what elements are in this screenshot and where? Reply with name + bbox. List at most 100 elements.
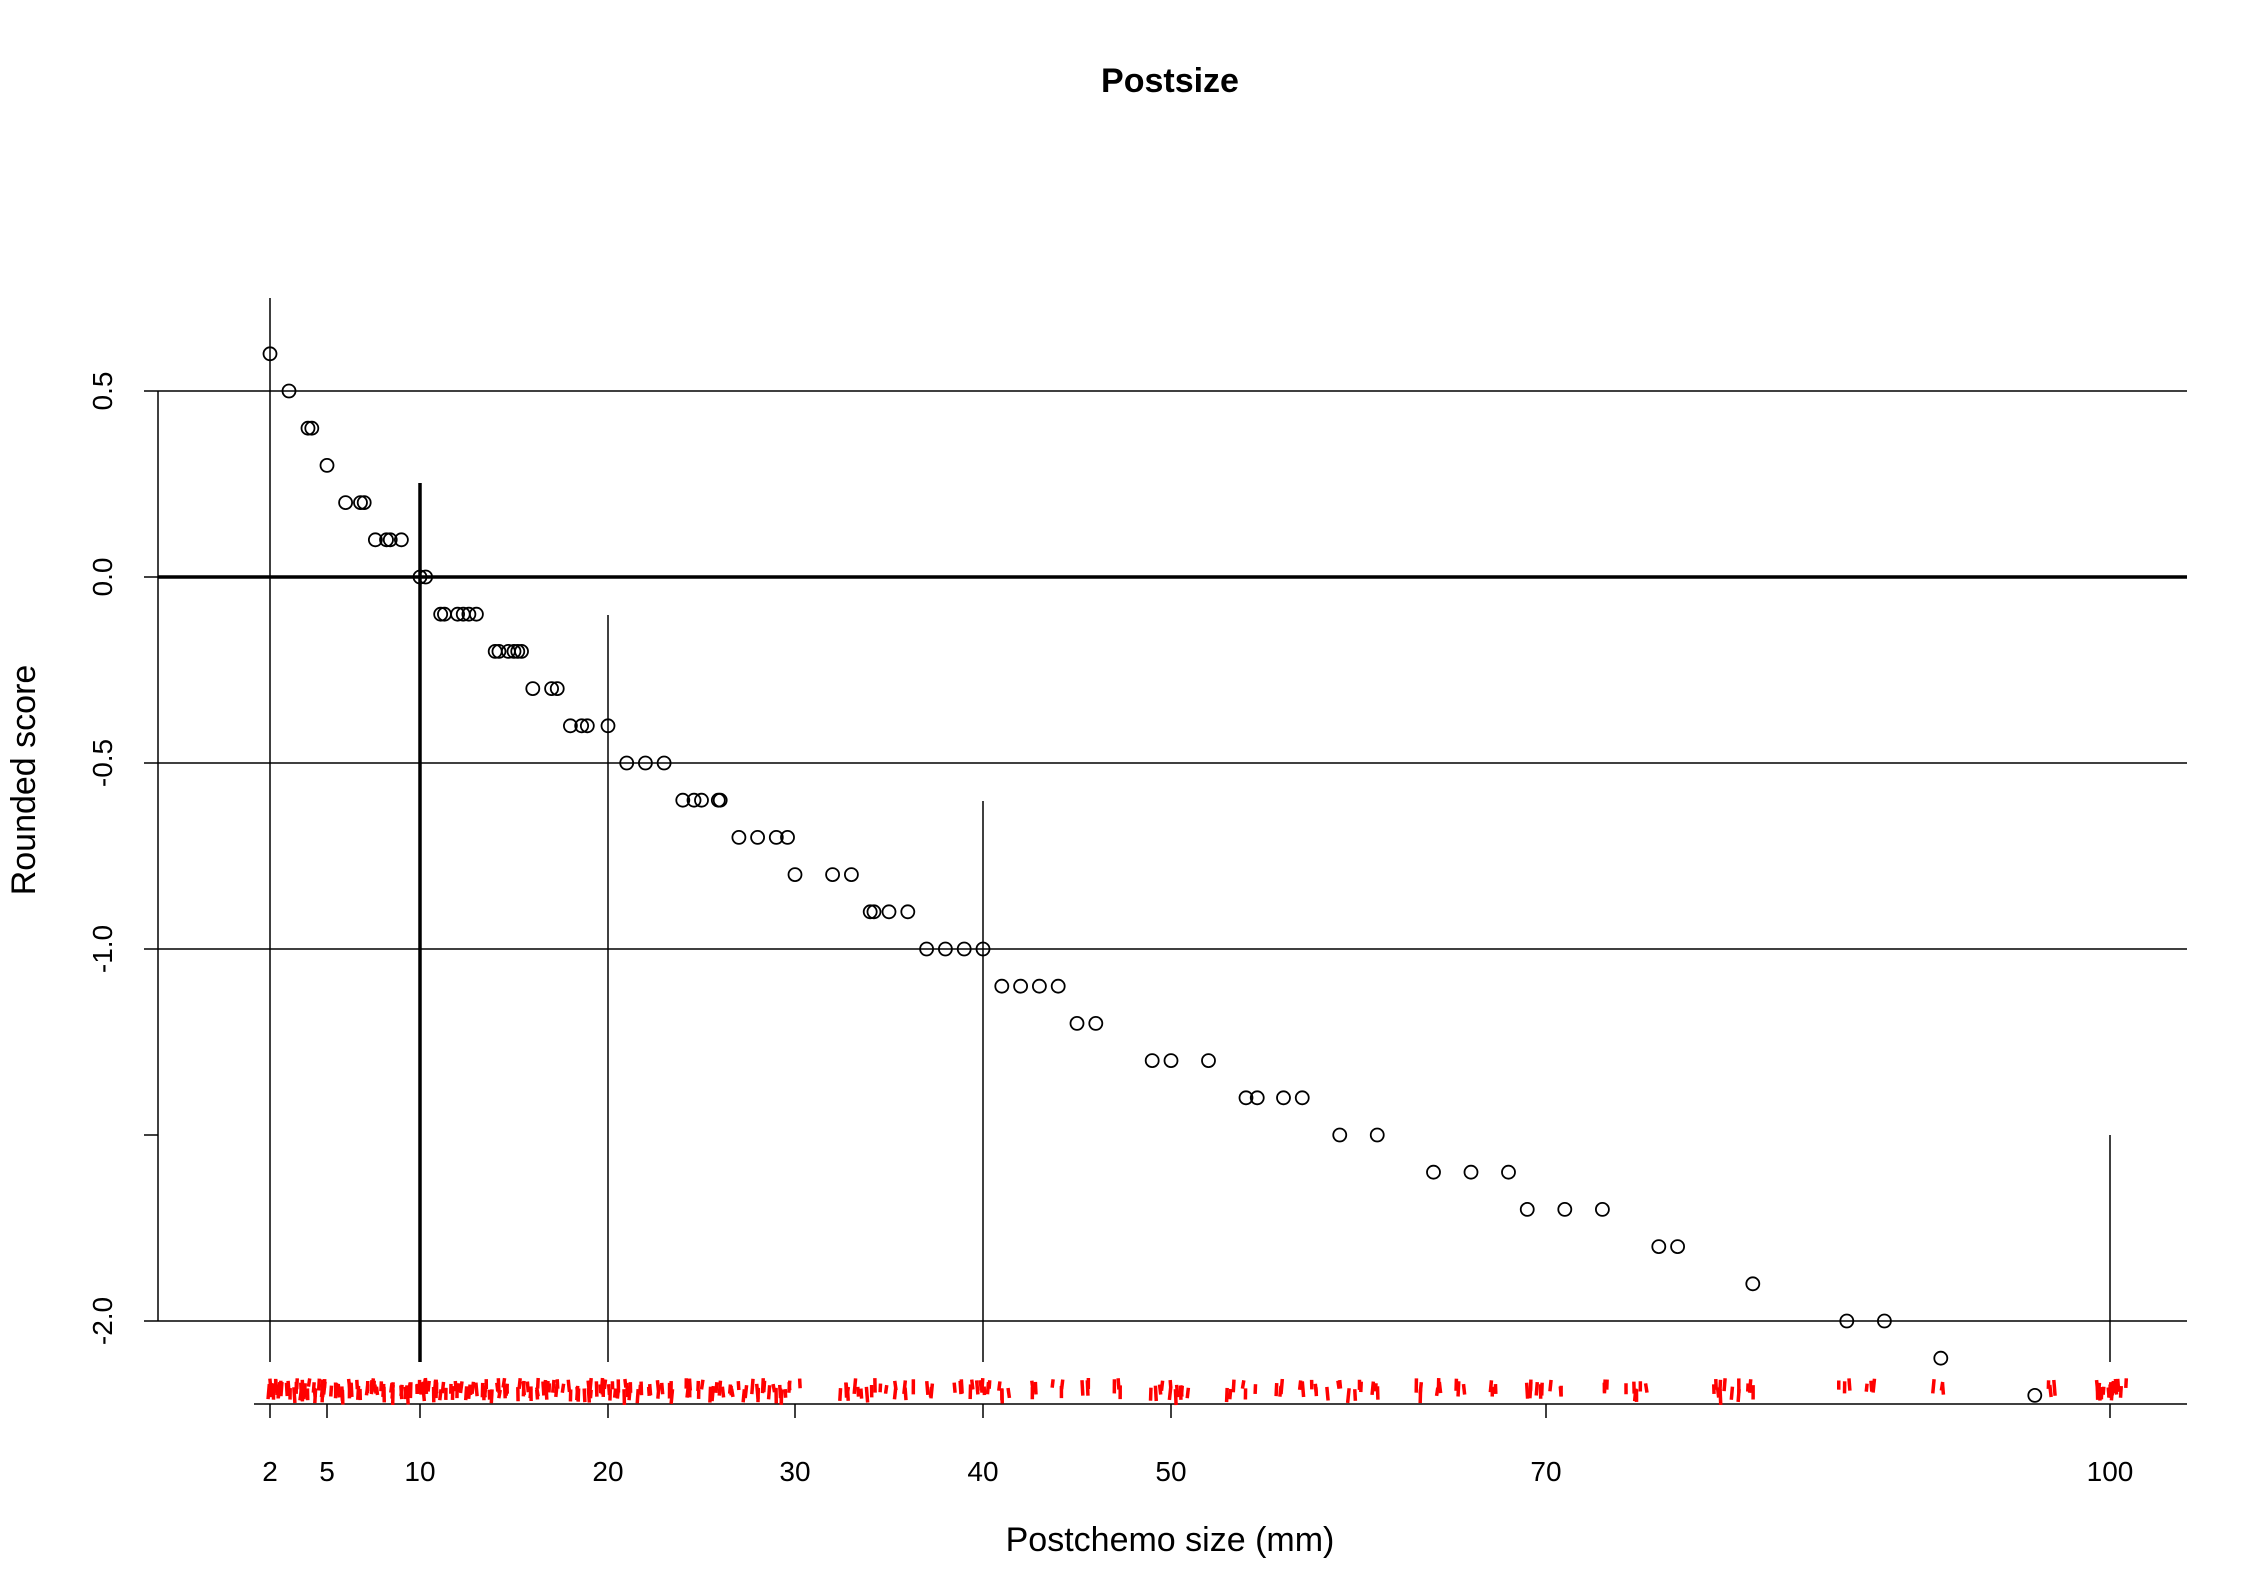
rug-marks <box>266 1377 2129 1406</box>
rug-mark <box>760 1378 766 1394</box>
data-point <box>393 532 409 548</box>
data-point <box>353 495 368 511</box>
rug-mark <box>720 1386 726 1398</box>
x-tick-label: 100 <box>2087 1456 2134 1487</box>
rug-mark <box>374 1386 380 1396</box>
data-point <box>994 978 1010 994</box>
rug-mark <box>502 1384 507 1399</box>
rug-mark <box>771 1383 777 1393</box>
rug-mark <box>294 1378 300 1390</box>
rug-mark <box>669 1389 675 1405</box>
rug-mark <box>1718 1379 1723 1390</box>
rug-mark <box>838 1388 843 1401</box>
data-point <box>1463 1164 1479 1180</box>
rug-mark <box>1116 1378 1121 1390</box>
rug-mark <box>278 1382 283 1397</box>
data-point <box>1501 1164 1516 1180</box>
data-point <box>304 420 320 436</box>
data-point <box>563 718 578 734</box>
rug-mark <box>1345 1388 1351 1404</box>
rug-mark <box>1080 1380 1085 1396</box>
data-point <box>468 606 484 622</box>
data-point <box>433 606 449 622</box>
data-point <box>1877 1313 1892 1329</box>
rug-mark <box>859 1388 864 1399</box>
rug-mark <box>1940 1383 1946 1395</box>
rug-mark <box>1279 1378 1285 1395</box>
rug-mark <box>534 1387 540 1397</box>
rug-mark <box>766 1385 772 1400</box>
y-tick-label: 0.5 <box>87 372 118 411</box>
rug-mark <box>535 1377 540 1389</box>
x-axis-label: Postchemo size (mm) <box>1006 1521 1335 1559</box>
rug-mark <box>2094 1379 2100 1392</box>
data-point <box>675 792 691 808</box>
data-point <box>1249 1090 1265 1106</box>
rug-mark <box>582 1388 587 1403</box>
data-point <box>382 532 398 548</box>
data-point <box>694 792 709 808</box>
rug-mark <box>1006 1387 1012 1399</box>
data-point <box>686 792 702 808</box>
rug-mark <box>560 1383 566 1394</box>
data-point <box>919 941 934 957</box>
rug-mark <box>1325 1386 1330 1401</box>
rug-mark <box>656 1384 661 1399</box>
data-point <box>862 904 878 920</box>
rug-mark <box>1718 1389 1723 1406</box>
rug-mark <box>903 1387 908 1401</box>
rug-mark <box>2113 1378 2119 1395</box>
rug-mark <box>1528 1382 1533 1399</box>
rug-mark <box>321 1381 327 1395</box>
rug-mark <box>1353 1389 1358 1401</box>
rug-mark <box>1643 1383 1649 1393</box>
data-point <box>262 346 278 362</box>
data-point <box>1050 978 1066 994</box>
rug-mark <box>635 1389 640 1404</box>
rug-mark <box>1336 1380 1341 1389</box>
rug-mark <box>797 1378 802 1389</box>
data-point <box>514 644 529 659</box>
rug-mark <box>987 1380 992 1389</box>
rug-mark <box>458 1381 464 1394</box>
data-point <box>549 681 565 696</box>
rug-mark <box>978 1379 984 1391</box>
rug-mark <box>2099 1387 2105 1400</box>
rug-mark <box>432 1379 438 1391</box>
rug-mark <box>1033 1381 1038 1395</box>
rug-mark <box>699 1379 705 1390</box>
rug-mark <box>1931 1379 1936 1394</box>
data-point <box>356 495 372 511</box>
data-point <box>491 644 507 659</box>
rug-mark <box>952 1382 957 1393</box>
data-point <box>1144 1053 1160 1068</box>
rug-mark <box>647 1383 653 1396</box>
data-point <box>510 644 526 659</box>
rug-mark <box>586 1388 592 1403</box>
rug-mark <box>355 1385 361 1400</box>
rug-mark <box>575 1386 580 1401</box>
rug-mark <box>864 1386 870 1403</box>
y-axis-label: Rounded score <box>5 665 43 896</box>
y-tick-label: -0.5 <box>87 739 118 787</box>
rug-mark <box>1231 1379 1236 1393</box>
y-tick-label: -2.0 <box>87 1297 118 1345</box>
rug-mark <box>2109 1387 2115 1401</box>
data-point <box>1933 1350 1949 1366</box>
rug-mark <box>743 1385 749 1399</box>
data-point <box>975 941 991 957</box>
rug-mark <box>1240 1380 1246 1389</box>
rug-mark <box>710 1385 716 1402</box>
rug-mark <box>1736 1388 1741 1403</box>
rug-mark <box>1847 1378 1852 1391</box>
data-point <box>1745 1276 1761 1292</box>
rug-mark <box>1373 1383 1378 1392</box>
rug-mark <box>2118 1385 2123 1398</box>
rug-mark <box>2115 1378 2121 1392</box>
rug-mark <box>625 1382 630 1398</box>
rug-mark <box>423 1377 429 1395</box>
data-point <box>450 606 466 622</box>
rug-mark <box>329 1385 334 1397</box>
rug-mark <box>925 1381 930 1396</box>
